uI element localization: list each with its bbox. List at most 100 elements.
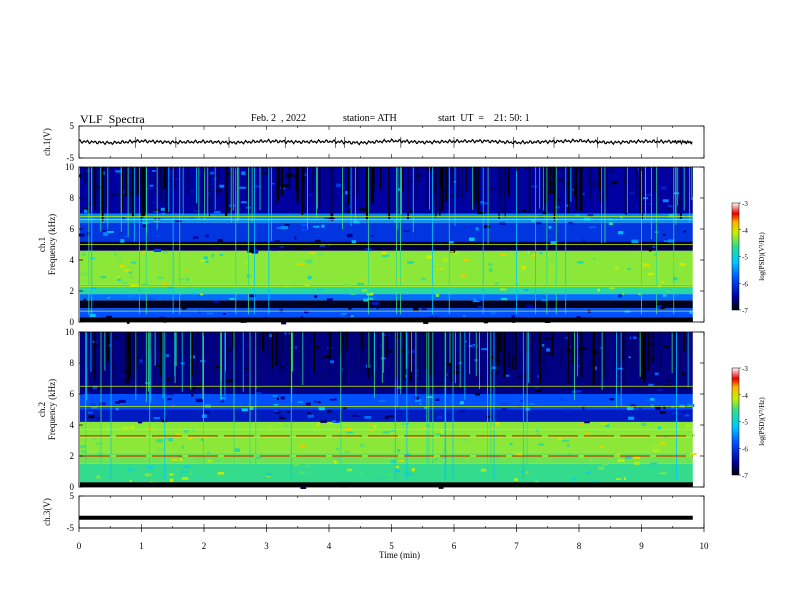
spectrum-speck	[625, 455, 632, 460]
sferic-burst	[224, 332, 226, 396]
spectrum-speck	[195, 398, 203, 403]
y-axis-label: Frequency (kHz)	[47, 379, 57, 440]
spectrum-speck	[396, 385, 402, 389]
spectrum-speck	[647, 376, 652, 380]
sferic-dark	[374, 332, 376, 375]
sferic-burst	[179, 167, 181, 315]
spectrum-speck	[201, 414, 207, 418]
spectrum-speck	[687, 404, 695, 408]
sferic-dark	[547, 167, 550, 199]
sferic-dark	[142, 167, 146, 216]
sferic-dark	[539, 332, 542, 384]
spectrum-speck	[148, 297, 155, 301]
spectrum-speck	[219, 254, 224, 256]
spectrum-speck	[273, 403, 279, 406]
spectrum-speck	[107, 231, 114, 233]
sferic-dark	[366, 332, 369, 375]
spectrum-speck	[475, 254, 478, 258]
colorbar-tick-label: -4	[742, 227, 748, 235]
spectrum-speck	[376, 306, 379, 310]
sferic-dark	[379, 167, 382, 190]
sferic-dark	[688, 332, 691, 356]
spectrum-speck	[407, 261, 414, 264]
spectrum-speck	[122, 426, 130, 429]
spectrum-speck	[122, 190, 127, 194]
spectrum-speck	[327, 410, 332, 413]
spectrum-speck	[118, 399, 126, 403]
spectrum-speck	[436, 268, 439, 270]
spectrum-speck	[656, 305, 663, 309]
sferic-burst	[426, 332, 428, 480]
spectrum-speck	[475, 227, 479, 231]
sferic-dark	[356, 167, 359, 195]
spectrum-speck	[329, 398, 337, 401]
colorbar-tick-label: -3	[742, 365, 748, 373]
sferic-dark	[278, 332, 281, 372]
sferic-dark	[537, 332, 539, 364]
spectrum-speck	[169, 350, 172, 353]
spectrum-speck	[672, 277, 678, 281]
spectrum-speck	[157, 383, 163, 386]
spectrum-speck	[206, 452, 210, 454]
spectrum-speck	[145, 382, 150, 384]
spectrum-speck	[482, 354, 487, 357]
sferic-dark	[126, 332, 129, 383]
spectrum-speck	[426, 255, 433, 259]
spectrum-speck	[395, 469, 401, 472]
spectrum-speck	[255, 454, 262, 459]
spectrum-speck	[647, 272, 655, 276]
spectrum-speck	[207, 459, 213, 463]
spectrum-speck	[490, 384, 497, 387]
sferic-dark	[106, 332, 109, 363]
spectrum-speck	[535, 480, 539, 484]
sferic-dark	[208, 167, 211, 217]
spectrum-speck	[321, 224, 325, 228]
spectrum-speck	[467, 456, 470, 460]
sferic-dark	[288, 167, 291, 189]
spectrum-speck	[326, 298, 333, 301]
spectrum-speck	[83, 298, 87, 301]
sferic-burst	[85, 332, 87, 480]
sferic-burst	[444, 332, 446, 480]
sferic-dark	[323, 167, 325, 201]
spectrum-speck	[90, 340, 97, 343]
colorbar-tick-label: -5	[742, 254, 748, 262]
spectrum-speck	[397, 188, 401, 191]
spectrum-speck	[410, 366, 414, 369]
spectrum-speck	[653, 283, 659, 286]
colorbar-ch1: -3 -4 -5 -6 -7 log(PSD)(V²/Hz)	[731, 200, 766, 315]
spectrum-speck	[663, 240, 669, 243]
spectrum-speck	[656, 388, 663, 392]
sferic-dark	[458, 167, 460, 197]
spectrum-speck	[683, 230, 686, 233]
spectrum-speck	[322, 375, 326, 377]
spectrum-speck	[557, 168, 562, 170]
sferic-dark	[672, 332, 674, 372]
spectrum-speck	[244, 367, 248, 370]
spectrum-speck	[585, 432, 589, 435]
spectrum-speck	[307, 350, 311, 354]
spectrum-speck	[409, 278, 412, 282]
spectrum-speck	[557, 438, 562, 440]
spectrum-speck	[577, 261, 584, 264]
sferic-burst	[251, 167, 253, 222]
spectrum-speck	[435, 398, 440, 401]
spectrum-speck	[605, 397, 611, 399]
spectrum-speck	[286, 301, 290, 305]
sferic-burst	[164, 332, 166, 480]
sferic-burst	[88, 167, 90, 315]
spectrum-speck	[164, 437, 169, 440]
spectrum-speck	[225, 172, 232, 175]
spectrum-speck	[314, 346, 320, 349]
spectrum-speck	[279, 415, 282, 419]
spectrum-speck	[347, 209, 352, 213]
sferic-burst	[415, 332, 417, 401]
sferic-burst	[268, 167, 270, 315]
y-axis-label: ch.1(V)	[42, 128, 52, 156]
spectrum-speck	[89, 313, 96, 317]
spectrum-speck	[524, 168, 531, 171]
sferic-dark	[174, 167, 176, 189]
sferic-burst	[367, 167, 369, 315]
spectrum-speck	[208, 171, 215, 175]
sferic-dark	[371, 332, 373, 376]
